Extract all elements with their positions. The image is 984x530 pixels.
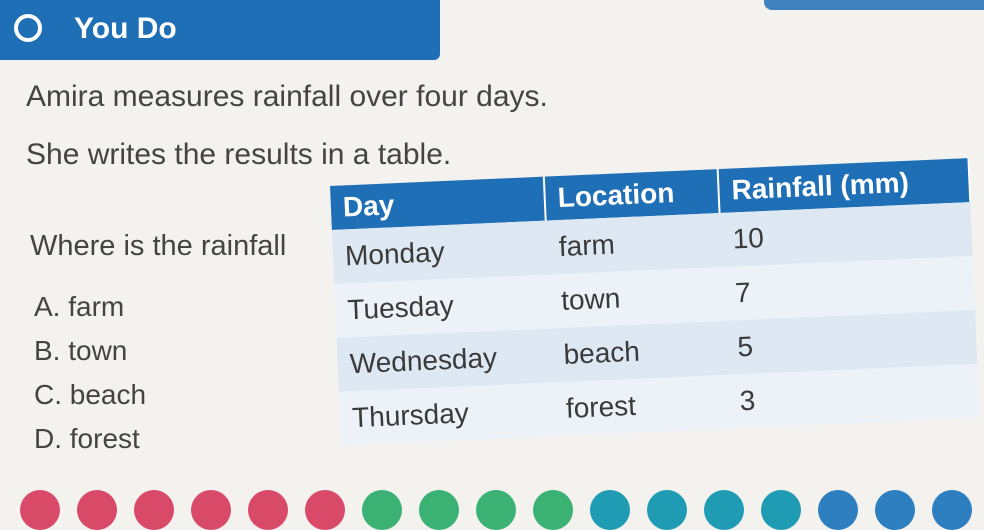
tool-icon-8[interactable] bbox=[419, 490, 459, 530]
tool-icon-9[interactable] bbox=[476, 490, 516, 530]
tool-icon-10[interactable] bbox=[533, 490, 573, 530]
tool-icon-11[interactable] bbox=[590, 490, 630, 530]
tool-icon-17[interactable] bbox=[932, 490, 972, 530]
tool-icon-15[interactable] bbox=[818, 490, 858, 530]
header-location: Location bbox=[543, 169, 720, 221]
intro-line-2: She writes the results in a table. bbox=[26, 138, 452, 171]
cell-day: Monday bbox=[331, 220, 549, 284]
circle-icon bbox=[14, 14, 42, 42]
cell-location: beach bbox=[550, 320, 727, 383]
rainfall-table: Day Location Rainfall (mm) Monday farm 1… bbox=[330, 158, 981, 446]
tool-icon-5[interactable] bbox=[248, 490, 288, 530]
cell-location: town bbox=[548, 266, 725, 329]
option-b[interactable]: B. town bbox=[34, 335, 128, 366]
option-d[interactable]: D. forest bbox=[34, 423, 140, 454]
cell-day: Tuesday bbox=[334, 274, 551, 338]
cell-day: Wednesday bbox=[336, 328, 553, 392]
top-right-tab bbox=[764, 0, 984, 10]
tool-icon-13[interactable] bbox=[704, 490, 744, 530]
option-c[interactable]: C. beach bbox=[34, 379, 147, 410]
tool-icon-7[interactable] bbox=[362, 490, 402, 530]
option-a[interactable]: A. farm bbox=[34, 291, 125, 322]
tool-dock bbox=[0, 484, 984, 530]
tool-icon-1[interactable] bbox=[20, 490, 60, 530]
tool-icon-14[interactable] bbox=[761, 490, 801, 530]
page-title: You Do bbox=[74, 12, 177, 45]
tool-icon-2[interactable] bbox=[77, 490, 117, 530]
cell-location: farm bbox=[545, 213, 722, 275]
intro-line-1: Amira measures rainfall over four days. bbox=[26, 80, 548, 113]
cell-day: Thursday bbox=[338, 382, 556, 446]
tool-icon-12[interactable] bbox=[647, 490, 687, 530]
answer-options: A. farm B. town C. beach D. forest bbox=[34, 285, 146, 461]
tool-icon-16[interactable] bbox=[875, 490, 915, 530]
tool-icon-6[interactable] bbox=[305, 490, 345, 530]
tool-icon-4[interactable] bbox=[191, 490, 231, 530]
cell-location: forest bbox=[552, 374, 729, 437]
tool-icon-3[interactable] bbox=[134, 490, 174, 530]
header-banner: You Do bbox=[0, 0, 440, 60]
cell-rainfall: 3 bbox=[726, 363, 980, 429]
question-text: Where is the rainfall bbox=[30, 230, 287, 262]
